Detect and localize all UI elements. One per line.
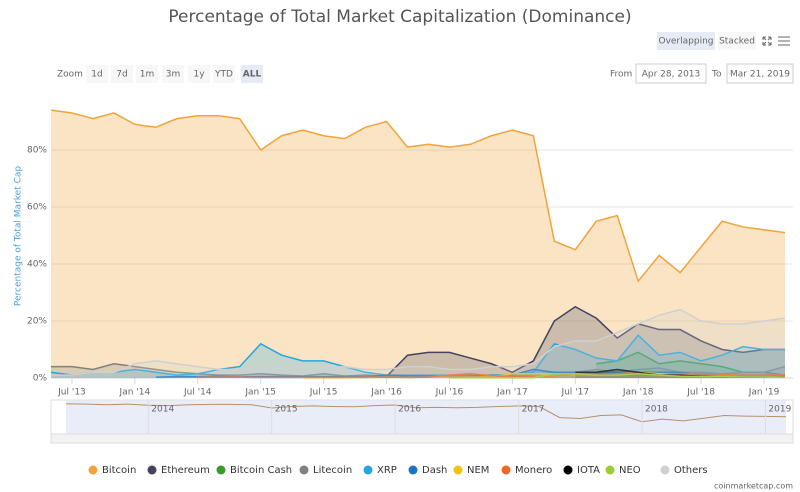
zoom-label: YTD <box>214 70 233 80</box>
x-tick-label: Jul '17 <box>560 388 589 398</box>
legend-label[interactable]: XRP <box>377 465 397 476</box>
zoom-label: 1m <box>140 70 155 80</box>
legend-label[interactable]: NEM <box>467 465 489 476</box>
zoom-button[interactable] <box>188 65 210 83</box>
navigator-label: 2019 <box>768 405 791 415</box>
from-label: From <box>610 70 632 80</box>
to-date: Mar 21, 2019 <box>730 70 790 80</box>
zoom-button[interactable] <box>111 65 133 83</box>
legend-marker[interactable] <box>453 465 463 475</box>
from-input[interactable] <box>635 63 707 84</box>
series-area <box>51 335 785 378</box>
legend-marker[interactable] <box>408 465 418 475</box>
zoom-label: 1y <box>193 70 205 80</box>
series-area <box>51 110 785 378</box>
series-line <box>197 372 786 379</box>
zoom-label: Zoom <box>57 70 83 80</box>
mode-label: Stacked <box>719 37 755 47</box>
navigator-label: 2016 <box>398 405 421 415</box>
mode-label: Overlapping <box>658 37 713 47</box>
legend-marker[interactable] <box>147 465 157 475</box>
legend-marker[interactable] <box>660 465 670 475</box>
legend-marker[interactable] <box>563 465 573 475</box>
y-tick-label: 0% <box>33 374 48 384</box>
zoom-button[interactable] <box>213 65 235 83</box>
legend-label[interactable]: NEO <box>619 465 641 476</box>
series-area <box>344 306 785 378</box>
series-line <box>50 109 786 283</box>
zoom-button[interactable] <box>86 65 108 83</box>
y-tick-label: 80% <box>27 146 47 156</box>
x-tick-label: Jan '19 <box>748 388 780 398</box>
scrollbar[interactable] <box>50 433 794 444</box>
zoom-button[interactable] <box>136 65 158 83</box>
mode-button[interactable] <box>718 32 756 50</box>
legend-marker[interactable] <box>605 465 615 475</box>
y-tick-label: 60% <box>27 203 47 213</box>
legend-label[interactable]: Bitcoin <box>102 465 136 476</box>
series-line <box>51 308 786 376</box>
x-tick-label: Jan '16 <box>370 388 402 398</box>
x-tick-label: Jul '14 <box>183 388 212 398</box>
series-line <box>449 372 786 379</box>
navigator-window[interactable] <box>66 400 786 434</box>
navigator-label: 2015 <box>275 405 298 415</box>
legend-marker[interactable] <box>299 465 309 475</box>
navigator-label: 2017 <box>522 405 545 415</box>
legend-marker[interactable] <box>363 465 373 475</box>
y-tick-label: 20% <box>27 317 47 327</box>
zoom-label: 7d <box>116 70 127 80</box>
x-tick-label: Jul '13 <box>57 388 86 398</box>
y-axis-title: Percentage of Total Market Cap <box>14 166 24 307</box>
zoom-button[interactable] <box>241 65 263 83</box>
x-tick-label: Jan '15 <box>244 388 276 398</box>
x-tick-label: Jul '16 <box>435 388 464 398</box>
to-label: To <box>711 70 722 80</box>
x-tick-label: Jan '14 <box>119 388 151 398</box>
legend-label[interactable]: Litecoin <box>313 465 352 476</box>
legend-label[interactable]: Others <box>674 465 708 476</box>
x-tick-label: Jan '17 <box>496 388 528 398</box>
legend-label[interactable]: Monero <box>515 465 552 476</box>
zoom-label: 3m <box>166 70 181 80</box>
legend-label[interactable]: Ethereum <box>161 465 210 476</box>
menu-icon[interactable] <box>778 36 790 46</box>
credit: coinmarketcap.com <box>714 482 793 491</box>
mode-button[interactable] <box>657 32 715 50</box>
legend-marker[interactable] <box>216 465 226 475</box>
legend-marker[interactable] <box>501 465 511 475</box>
series-area <box>155 369 785 378</box>
x-tick-label: Jul '15 <box>309 388 338 398</box>
from-date: Apr 28, 2013 <box>642 70 701 80</box>
zoom-label: 1d <box>91 70 102 80</box>
x-tick-label: Jul '18 <box>686 388 715 398</box>
zoom-label: ALL <box>243 70 262 80</box>
series-area <box>51 309 785 378</box>
navigator-label: 2018 <box>645 405 668 415</box>
y-tick-label: 40% <box>27 260 47 270</box>
to-input[interactable] <box>726 63 794 84</box>
zoom-button[interactable] <box>162 65 184 83</box>
fullscreen-icon[interactable] <box>762 36 772 46</box>
series-line <box>155 368 785 378</box>
legend-label[interactable]: IOTA <box>577 465 600 476</box>
legend-marker[interactable] <box>88 465 98 475</box>
x-tick-label: Jan '18 <box>622 388 654 398</box>
chart-title: Percentage of Total Market Capitalizatio… <box>168 7 631 27</box>
navigator-label: 2014 <box>151 405 174 415</box>
legend-label[interactable]: Dash <box>422 465 447 476</box>
series-line <box>344 305 785 379</box>
navigator-line <box>65 403 787 423</box>
legend-label[interactable]: Bitcoin Cash <box>230 465 292 476</box>
